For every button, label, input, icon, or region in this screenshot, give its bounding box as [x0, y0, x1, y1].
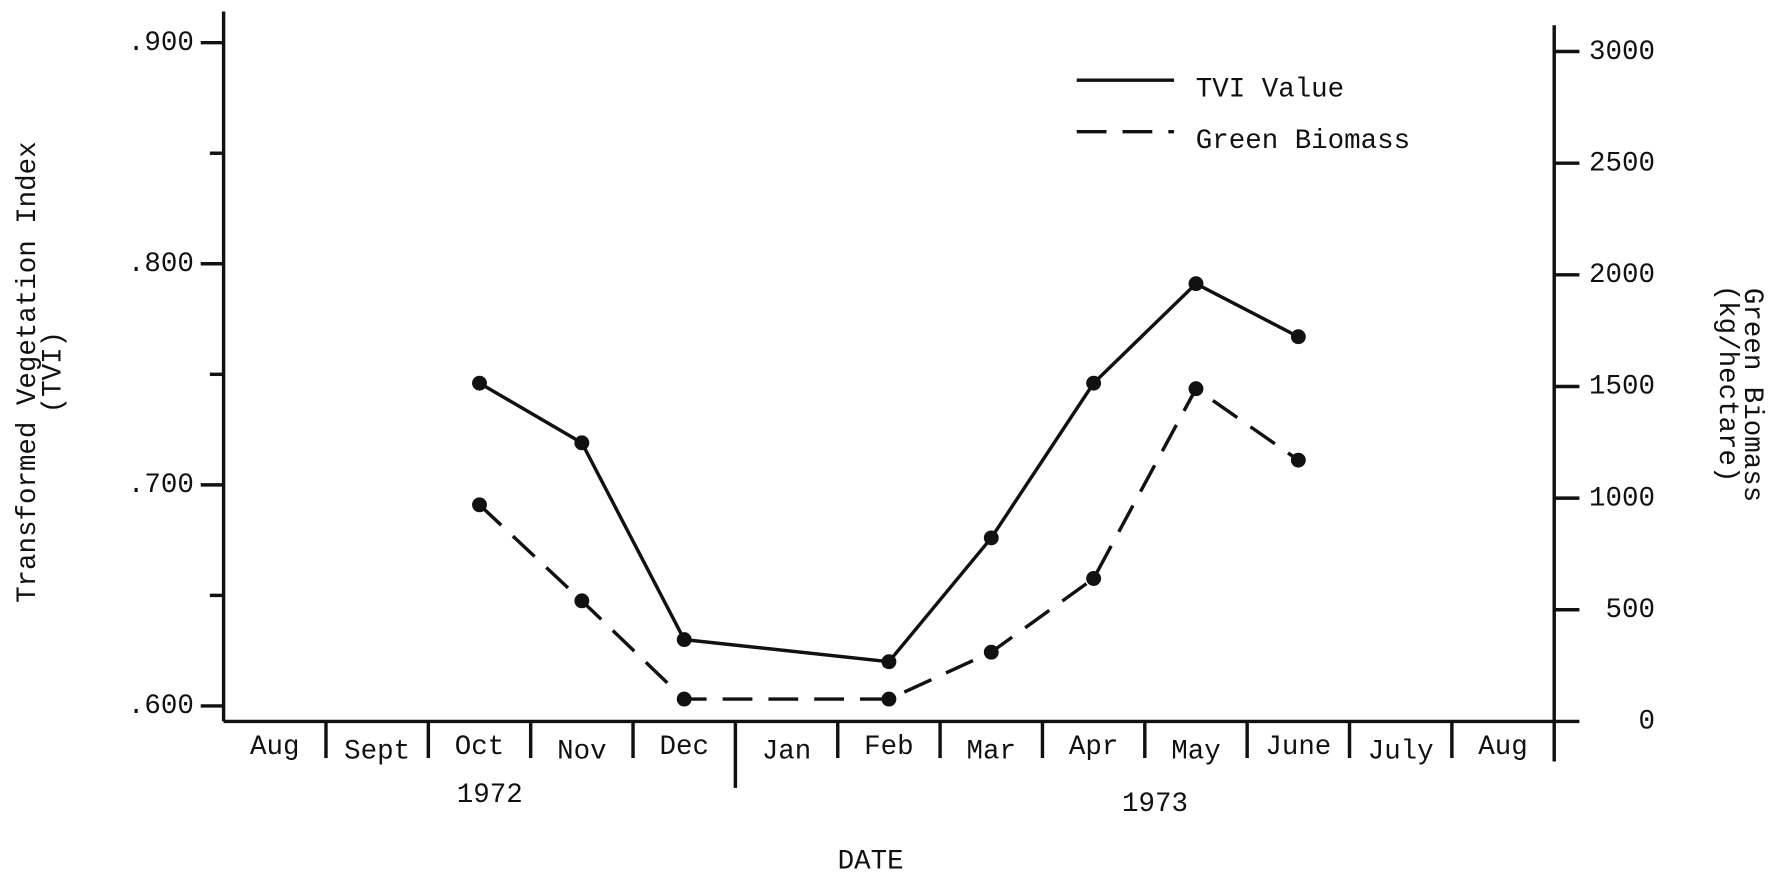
- data-point: [676, 691, 692, 707]
- x-tick-label: Apr: [1069, 732, 1118, 763]
- data-point: [574, 593, 590, 609]
- x-tick-label: Mar: [967, 736, 1016, 767]
- data-point: [983, 644, 999, 660]
- y2-tick-label: 0: [1639, 707, 1655, 738]
- data-point: [1290, 452, 1306, 468]
- x-tick-label: July: [1368, 736, 1434, 767]
- data-point: [881, 654, 897, 670]
- x-axis-title: DATE: [838, 846, 904, 876]
- data-point: [1290, 329, 1306, 345]
- x-tick-label: Oct: [455, 732, 504, 763]
- y2-tick-label: 2000: [1589, 260, 1655, 291]
- x-tick-label: Aug: [1478, 732, 1527, 763]
- x-tick-label: Jan: [762, 736, 811, 767]
- y-tick-label: .700: [128, 470, 194, 501]
- data-point: [676, 632, 692, 648]
- data-point: [983, 530, 999, 546]
- y-axis-subtitle: (TVI): [38, 331, 69, 413]
- x-tick-label: Sept: [344, 736, 410, 767]
- y-tick-label: .900: [128, 28, 194, 59]
- data-point: [1188, 381, 1204, 397]
- x-tick-label: Feb: [864, 732, 913, 763]
- data-point: [574, 435, 590, 451]
- x-tick-label: May: [1171, 736, 1220, 767]
- data-point: [1188, 276, 1204, 292]
- legend-label: Green Biomass: [1196, 126, 1410, 157]
- legend-label: TVI Value: [1196, 75, 1344, 106]
- data-point: [472, 497, 487, 513]
- y2-axis-subtitle: (kg/hectare): [1711, 285, 1742, 483]
- y-tick-label: .600: [128, 691, 194, 722]
- y2-tick-label: 2500: [1589, 148, 1655, 179]
- x-tick-label: Nov: [557, 736, 606, 767]
- series-line: [478, 281, 1300, 664]
- x-tick-label: Dec: [659, 732, 708, 763]
- series-line: [478, 386, 1300, 701]
- y-tick-label: .800: [128, 249, 194, 280]
- year-label: 1972: [457, 780, 523, 811]
- y2-tick-label: 1500: [1589, 372, 1655, 403]
- y-axis-title: Transformed Vegetation Index: [13, 141, 44, 603]
- y2-tick-label: 1000: [1589, 483, 1655, 514]
- data-point: [472, 375, 487, 391]
- x-tick-label: June: [1265, 732, 1331, 763]
- data-point: [1086, 571, 1102, 586]
- y2-axis-title: Green Biomass: [1736, 288, 1767, 502]
- y2-tick-label: 500: [1606, 595, 1655, 626]
- data-point: [1086, 375, 1102, 391]
- x-tick-label: Aug: [250, 732, 299, 763]
- data-point: [881, 691, 897, 707]
- y2-tick-label: 3000: [1589, 37, 1655, 68]
- year-label: 1973: [1122, 789, 1188, 820]
